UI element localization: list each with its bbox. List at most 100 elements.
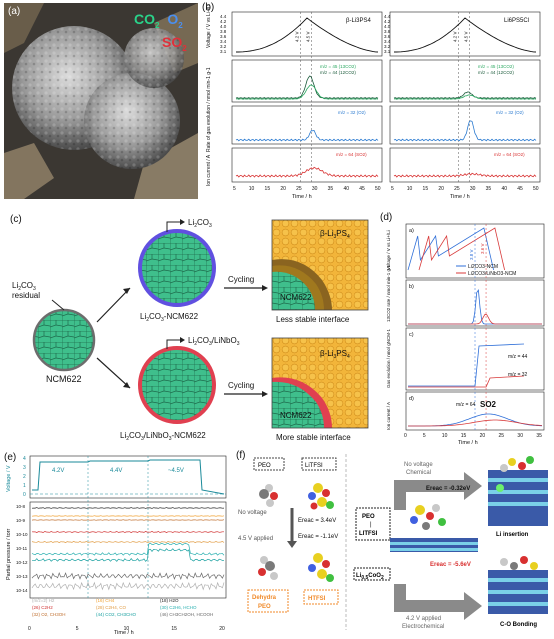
o2-curve [235,130,379,142]
ncm-label: NCM622 [46,374,82,384]
o2-label: O2 [167,11,183,30]
v-tick-label: 3.8 [384,29,391,34]
dehydra-molecule [258,556,278,580]
co2-44-legend: m/z = 44 (12CO2) [320,70,356,75]
panel-e: (e) 4.2V 4.4V ~4.5V 4 3 2 1 0 Voltage / V 10-8 10-… [2,450,232,636]
co2-45-curve [235,84,379,100]
x-tick-label: 45 [517,186,523,192]
dft-schematic: PEO LiTFSI No voltage 4.5 V applied Erea… [238,454,548,630]
p-tick-label: 10-14 [16,588,28,593]
so2-curve [393,172,537,178]
step-label: 4.2V [52,468,64,474]
x-tick-label: 35 [486,186,492,192]
li-insertion-label: Li insertion [496,532,529,538]
v-tick-label: 4.0 [384,24,391,29]
v-tick-label: 1 [23,483,26,489]
legend-entry: Li2CO3-NCM [468,264,498,270]
interface-schematic: Li2CO3 residual NCM622 Li2CO3 Li2CO3-NCM… [12,218,369,442]
v-tick-label: 4.4 [220,14,227,19]
li-insertion-slab [488,456,548,526]
svg-text:PEO: PEO [362,514,375,520]
v-tick-label: 4 [23,456,26,462]
marker-label: 4.2 V [453,31,458,42]
series-title: Li6PS5Cl [504,18,529,24]
x-tick-label: 5 [233,186,236,192]
plot-frame [389,11,541,57]
co-bonding-label: C-O Bonding [500,622,537,628]
x-tick-label: 35 [328,186,334,192]
co2-44-legend: m/z = 44 (12CO2) [478,70,514,75]
voltage-axis-label: Voltage / V vs Li+/Li [386,230,391,270]
current-axis-label: Ion current / A [206,154,212,186]
gas-uncoated [408,343,525,387]
less-stable-zoom: β-Li3PS4 NCM622 [271,219,369,311]
v-tick-label: 3.6 [220,34,227,39]
svg-text:Electrochemical: Electrochemical [402,624,444,630]
x-tick-label: 15 [171,626,177,632]
p-tick-label: 10-12 [16,560,28,565]
co2-45-legend: m/z = 45 (13CO2) [320,64,356,69]
x-tick-label: 50 [375,186,381,192]
coated-ncm-chart: a) b) c) d) 3.8 V 3.6 V Li2CO3-NCMLi2CO3/LiNbO… [386,223,545,446]
svg-text:β-Li3PS4: β-Li3PS4 [320,349,350,360]
x-tick-label: 40 [501,186,507,192]
gas-legend: CO2 O2 SO2 [134,11,187,57]
pressure-trace [31,571,225,581]
co2-rate-coated [408,313,542,325]
x-tick-label: 10 [407,186,413,192]
x-tick-label: 30 [517,433,523,439]
mz44-label: m/z = 44 [508,354,528,360]
marker-label: 4.5 V [306,31,311,42]
voltage-curve [394,17,537,53]
panel-f-label: (f) [236,450,246,461]
so2-annotation: SO2 [480,400,497,409]
svg-text:Chemical: Chemical [406,470,431,476]
x-tick-label: 30 [312,186,318,192]
svg-text:LiTFSI: LiTFSI [305,463,323,469]
x-axis-label: Time / h [114,630,134,634]
panel-b-label: (b) [202,2,215,13]
x-tick-label: 40 [343,186,349,192]
residual-label: Li2CO3 [12,281,36,292]
v-tick-label: 4.2 [220,19,227,24]
e3-label: Ereac = -0.32eV [426,486,470,492]
gas-evolution-chart: β-Li3PS4 5 10 15 20 25 30 35 40 45 50 Time / h 4.2 V… [206,4,541,200]
legend-entry: (32) O2, CH3OH [32,612,66,617]
subpanel-label: c) [409,332,414,338]
so2-current-coated [408,419,543,427]
plot-frame [231,105,383,145]
co2-45-curve [393,94,537,100]
v-tick-label: 3.8 [220,29,227,34]
v-tick-label: 2 [23,474,26,480]
x-tick-label: 10 [249,186,255,192]
svg-text:PEO: PEO [258,463,271,469]
v-tick-label: 4.0 [220,24,227,29]
plot-frame [405,279,545,327]
pressure-trace [31,540,225,544]
plot-frame [231,147,383,183]
svg-text:PEO: PEO [258,604,271,610]
p-tick-label: 10-8 [16,504,26,509]
so2-legend: m/z = 64 (SO2) [336,152,367,157]
x-axis-label: Time / h [292,194,312,200]
less-stable-label: Less stable interface [276,315,350,324]
v-tick-label: 4.4 [384,14,391,19]
subpanel-label: d) [409,396,414,402]
plot-frame [231,11,383,57]
marker-label: 3.6 V [480,243,485,254]
voltage-frame [29,455,227,499]
svg-text:LITFSI: LITFSI [359,531,378,537]
x-tick-label: 20 [219,626,225,632]
svg-text:NCM622: NCM622 [280,293,312,302]
cycling-label-top: Cycling [228,275,254,284]
x-tick-label: 45 [359,186,365,192]
more-stable-label: More stable interface [276,433,351,442]
so2-label: SO2 [162,33,187,53]
pressure-trace [31,515,225,517]
marker-label: 4.2 V [295,31,300,42]
x-tick-label: 50 [533,186,539,192]
plot-frame [389,147,541,183]
x-tick-label: 25 [499,433,505,439]
svg-text:Li0.5CoO2: Li0.5CoO2 [356,573,384,581]
